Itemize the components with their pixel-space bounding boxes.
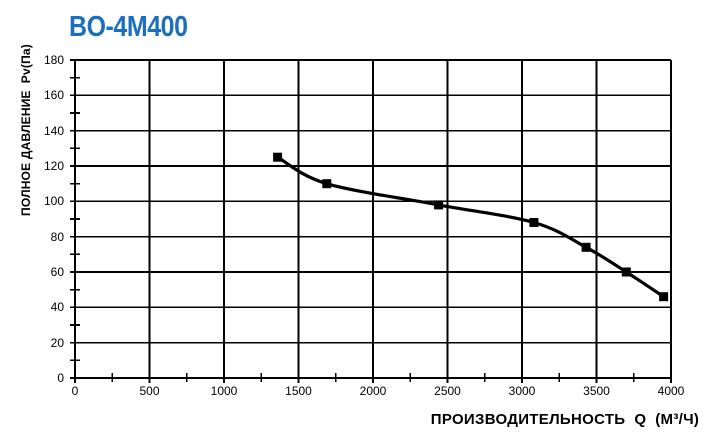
x-tick-label: 1500 (285, 384, 312, 398)
x-tick-label: 3500 (583, 384, 610, 398)
x-tick-label: 2000 (359, 384, 387, 398)
y-tick-label: 180 (43, 53, 64, 67)
x-axis-title: ПРОИЗВОДИТЕЛЬНОСТЬ Q (М³/Ч) (430, 411, 700, 428)
x-tick-label: 4000 (657, 384, 685, 398)
data-point-marker (273, 152, 283, 162)
data-point-marker (434, 200, 444, 210)
data-point-marker (621, 267, 631, 277)
y-tick-label: 120 (43, 159, 64, 173)
y-tick-label: 80 (50, 229, 64, 244)
y-tick-label: 100 (43, 194, 64, 209)
data-point-marker (659, 292, 669, 302)
x-tick-label: 3000 (508, 384, 536, 398)
y-tick-label: 140 (43, 123, 64, 138)
data-point-marker (322, 179, 332, 189)
y-tick-label: 20 (50, 335, 64, 350)
x-tick-label: 0 (71, 384, 79, 398)
y-tick-label: 160 (43, 88, 64, 103)
y-tick-label: 0 (57, 371, 64, 385)
data-point-marker (581, 242, 591, 252)
data-point-marker (529, 218, 539, 227)
y-tick-label: 40 (50, 300, 64, 315)
fan-curve-line (276, 155, 666, 299)
y-tick-label: 60 (50, 265, 64, 279)
chart-title: BO-4M400 (69, 11, 188, 43)
x-tick-label: 500 (139, 384, 160, 398)
x-tick-label: 1000 (210, 384, 238, 398)
x-tick-label: 2500 (434, 384, 461, 398)
